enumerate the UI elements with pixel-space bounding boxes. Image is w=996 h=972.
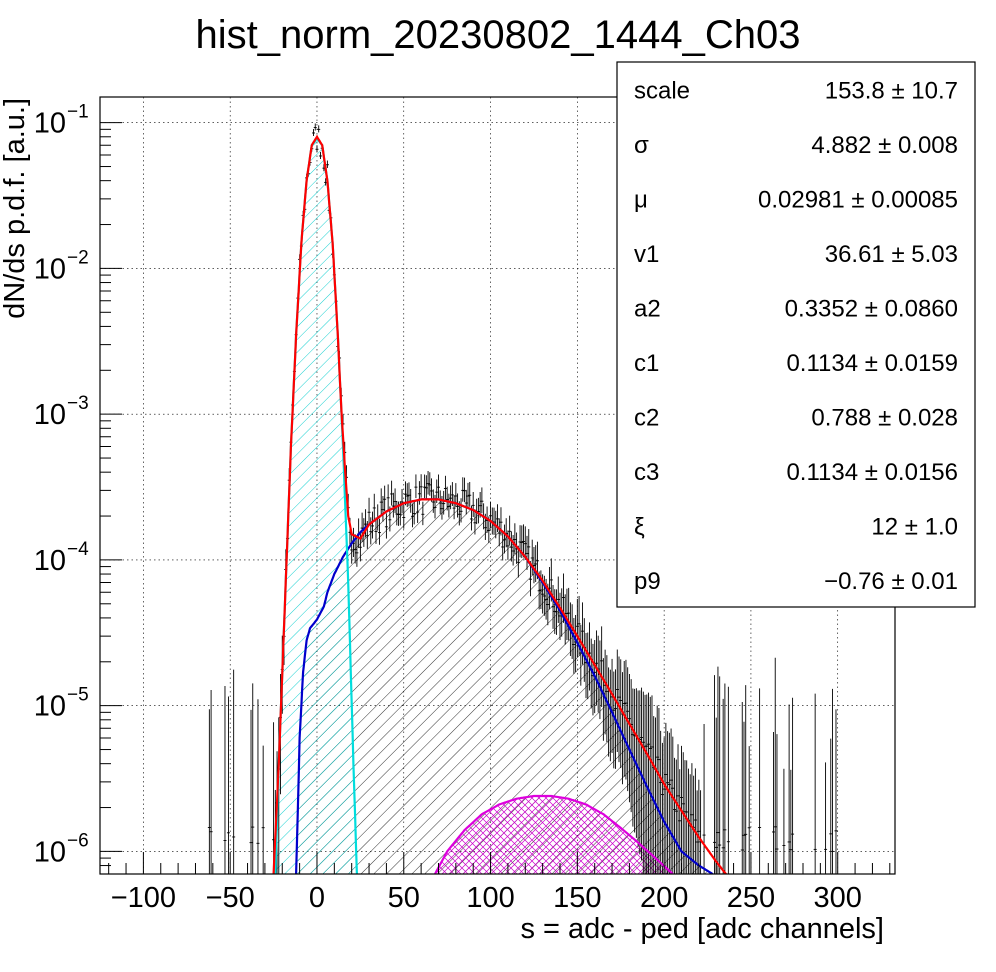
y-tick-exponent: −3 xyxy=(67,393,89,414)
stats-row-name: scale xyxy=(634,77,690,104)
stats-row-name: v1 xyxy=(634,241,659,268)
second-component-fill xyxy=(435,796,673,874)
x-axis-ticks: −100 −50 0 50 100 150 200 250 300 xyxy=(108,852,891,914)
y-tick-exponent: −4 xyxy=(67,539,89,560)
y-tick-label: 10 xyxy=(34,108,66,140)
x-tick-label: 200 xyxy=(640,882,688,914)
stats-row-value: 0.02981 ± 0.00085 xyxy=(758,186,958,213)
stats-row-name: σ xyxy=(634,132,649,159)
total-fit-curve xyxy=(272,134,728,874)
stats-row-name: μ xyxy=(634,186,648,213)
stats-row-name: c2 xyxy=(634,404,659,431)
y-tick-exponent: −1 xyxy=(67,102,89,123)
second-component-curve xyxy=(434,794,674,874)
stats-row-name: a2 xyxy=(634,295,661,322)
x-tick-label: 150 xyxy=(553,882,601,914)
x-tick-label: 250 xyxy=(727,882,775,914)
x-tick-label: 50 xyxy=(388,882,420,914)
x-tick-label: −50 xyxy=(206,882,255,914)
stats-row-value: 36.61 ± 5.03 xyxy=(825,241,958,268)
y-tick-label: 10 xyxy=(34,253,66,285)
stats-row-name: p9 xyxy=(634,568,661,595)
chart-title: hist_norm_20230802_1444_Ch03 xyxy=(196,13,801,57)
y-tick-label: 10 xyxy=(34,545,66,577)
y-axis-ticks: 10−610−510−410−310−210−1 xyxy=(34,102,122,868)
stats-row-value: 12 ± 1.0 xyxy=(871,513,958,540)
stats-row-value: 0.1134 ± 0.0156 xyxy=(786,459,958,486)
stats-box-frame xyxy=(616,61,976,608)
stats-row-value: 0.788 ± 0.028 xyxy=(811,404,958,431)
stats-row-name: c3 xyxy=(634,459,659,486)
stats-row-name: ξ xyxy=(634,513,645,540)
stats-row-value: −0.76 ± 0.01 xyxy=(824,568,958,595)
y-tick-exponent: −5 xyxy=(67,685,89,706)
stats-row-value: 0.1134 ± 0.0159 xyxy=(786,350,958,377)
stats-row-value: 4.882 ± 0.008 xyxy=(811,132,958,159)
stats-row-value: 0.3352 ± 0.0860 xyxy=(785,295,958,322)
signal-component-fill xyxy=(296,499,713,874)
fit-curves xyxy=(272,134,728,874)
y-tick-label: 10 xyxy=(34,399,66,431)
x-tick-label: −100 xyxy=(111,882,176,914)
x-tick-label: 300 xyxy=(814,882,862,914)
y-tick-exponent: −6 xyxy=(67,830,89,851)
fit-stats-box: scale 153.8 ± 10.7 σ 4.882 ± 0.008 μ 0.02981 … xyxy=(616,61,976,608)
stats-row-value: 153.8 ± 10.7 xyxy=(825,77,958,104)
y-tick-label: 10 xyxy=(34,836,66,868)
y-axis-label: dN/ds p.d.f. [a.u.] xyxy=(0,98,31,319)
stats-row-name: c1 xyxy=(634,350,659,377)
y-tick-exponent: −2 xyxy=(67,247,89,268)
y-tick-label: 10 xyxy=(34,691,66,723)
x-axis-label: s = adc - ped [adc channels] xyxy=(520,913,884,945)
x-tick-label: 0 xyxy=(309,882,325,914)
x-tick-label: 100 xyxy=(466,882,514,914)
